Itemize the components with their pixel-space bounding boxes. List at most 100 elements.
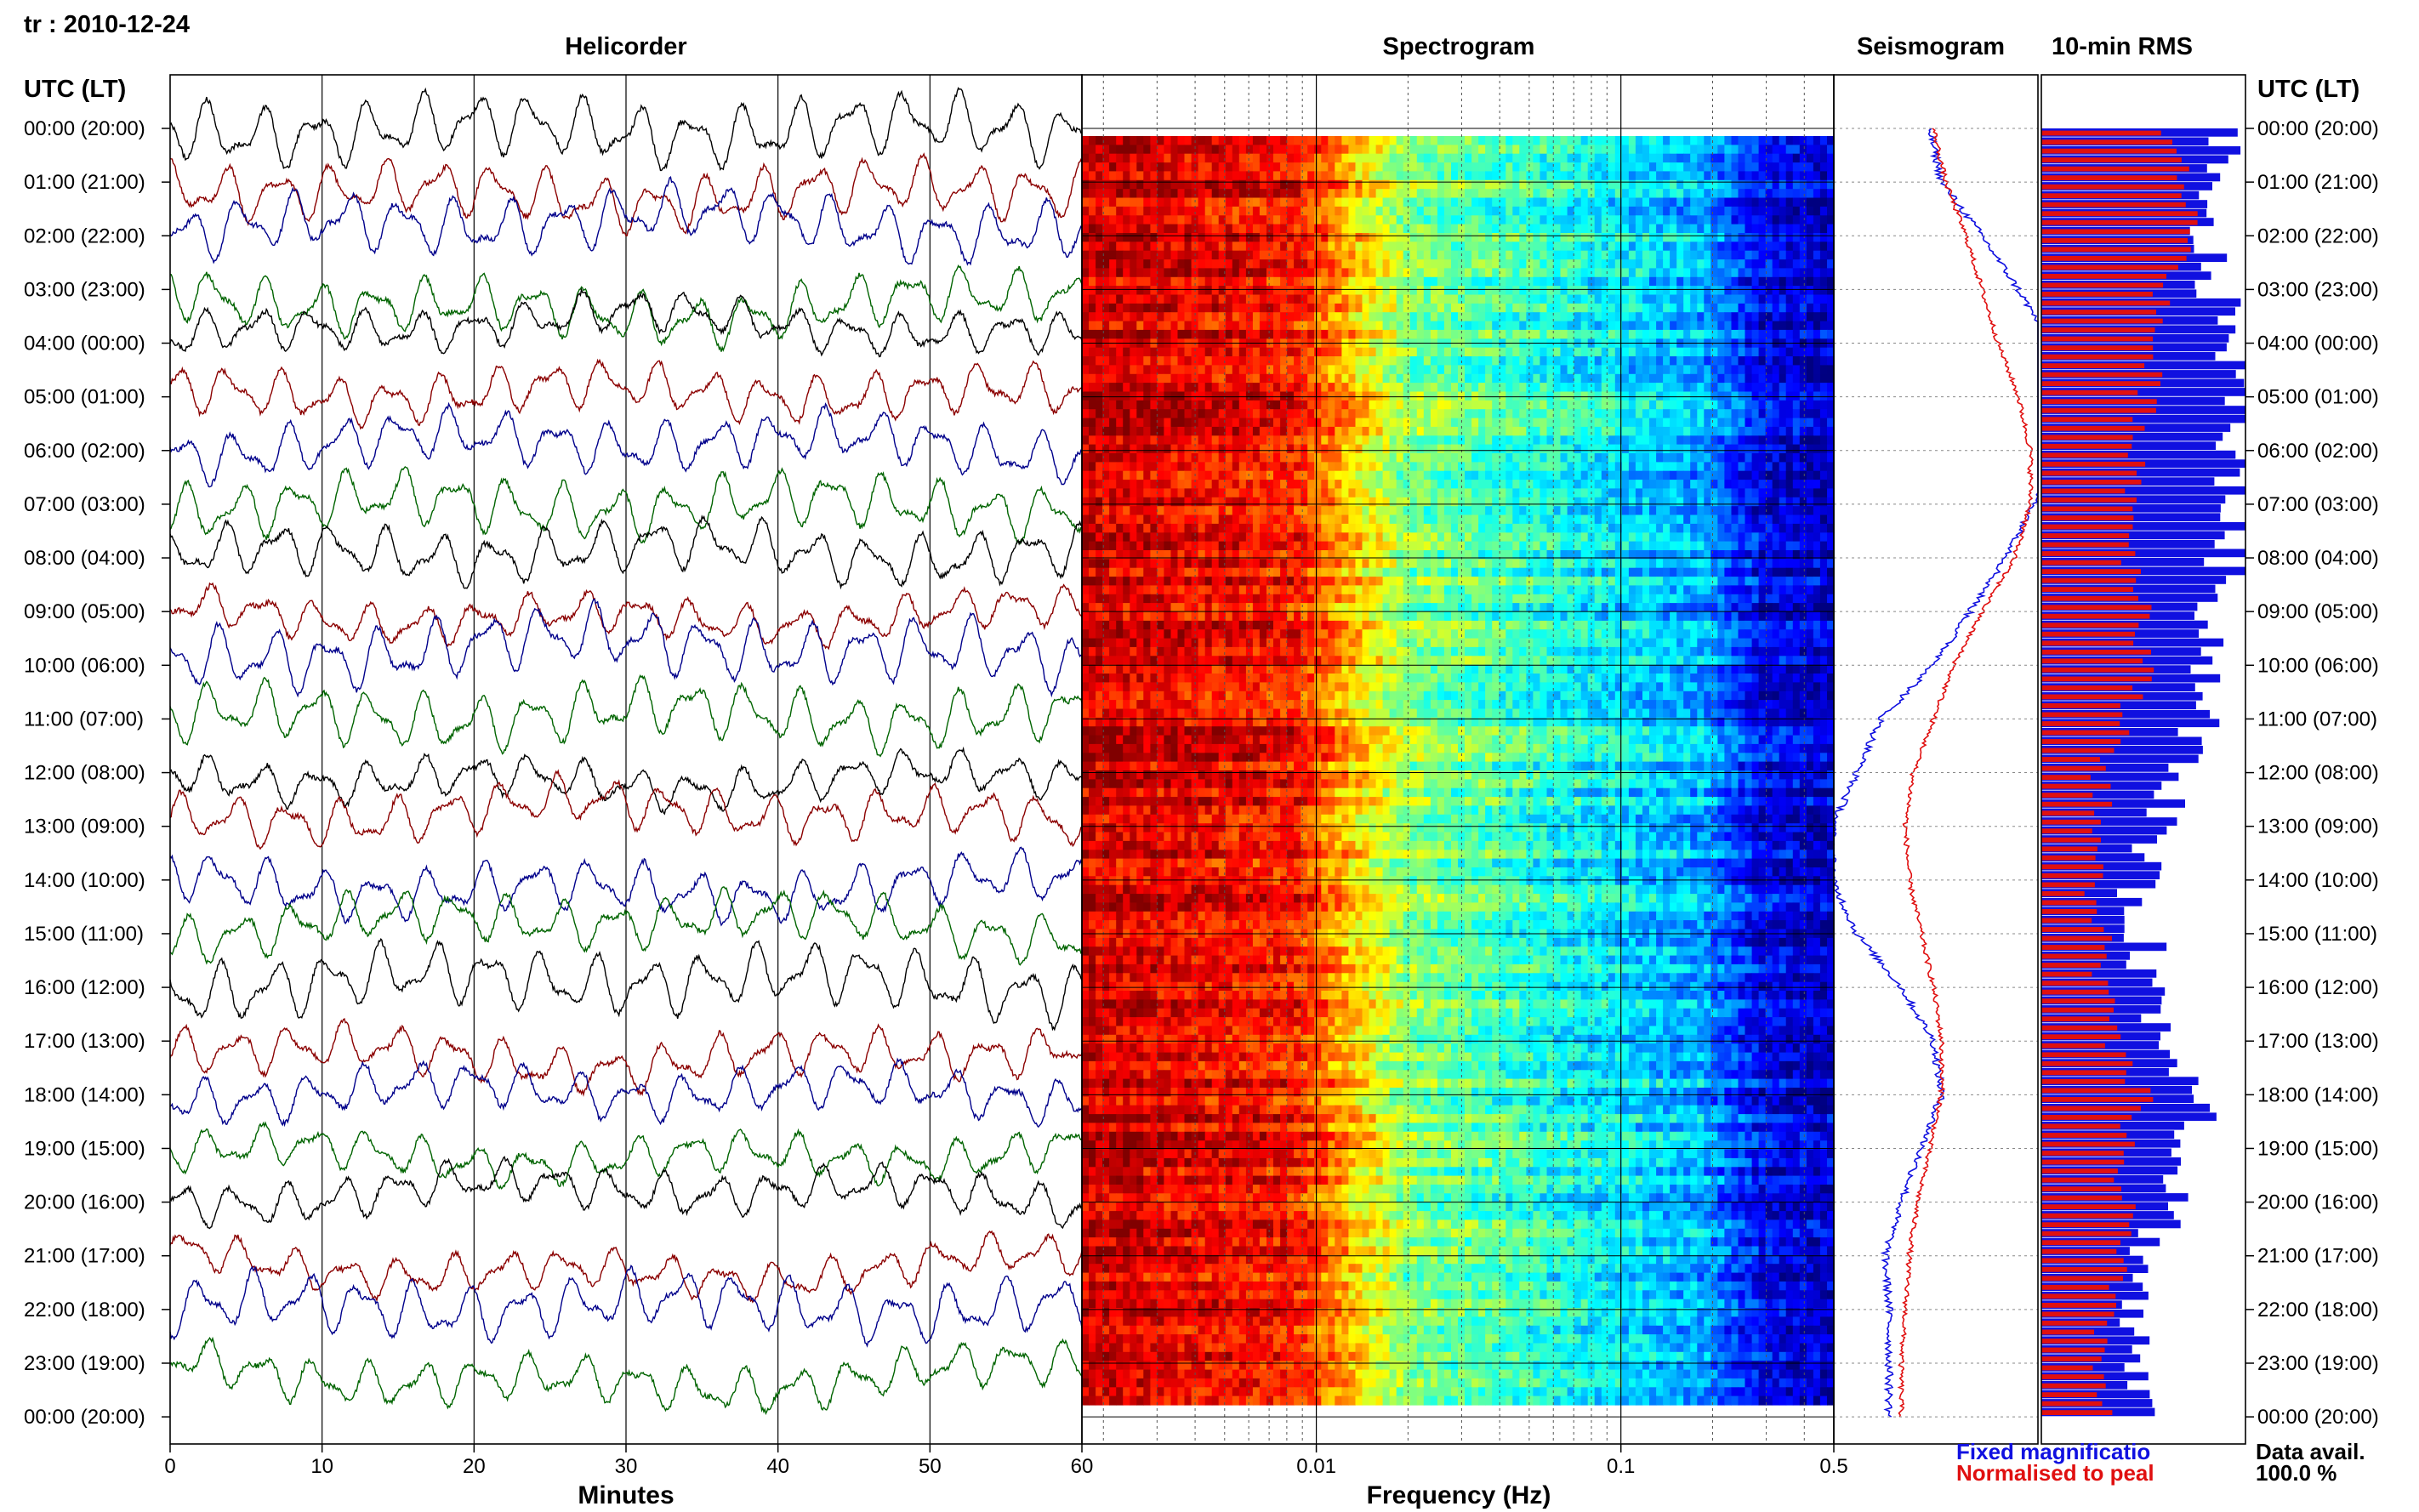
spectrogram-cell	[1341, 321, 1349, 331]
spectrogram-cell	[1819, 197, 1828, 207]
spectrogram-cell	[1314, 268, 1322, 278]
spectrogram-cell	[1567, 276, 1575, 287]
spectrogram-cell	[1485, 347, 1493, 357]
spectrogram-cell	[1635, 242, 1643, 252]
spectrogram-cell	[1232, 418, 1240, 428]
spectrogram-cell	[1560, 523, 1568, 533]
spectrogram-cell	[1819, 418, 1828, 428]
spectrogram-cell	[1827, 329, 1835, 339]
spectrogram-cell	[1204, 250, 1213, 260]
spectrogram-cell	[1204, 383, 1213, 393]
spectrogram-cell	[1519, 506, 1527, 516]
spectrogram-cell	[1827, 286, 1835, 296]
spectrogram-cell	[1143, 356, 1151, 366]
spectrogram-cell	[1478, 189, 1486, 199]
spectrogram-cell	[1362, 400, 1370, 410]
spectrogram-cell	[1369, 233, 1377, 242]
spectrogram-cell	[1396, 224, 1404, 234]
spectrogram-cell	[1341, 409, 1349, 419]
spectrogram-cell	[1170, 215, 1179, 225]
spectrogram-cell	[1294, 145, 1301, 155]
spectrogram-cell	[1560, 426, 1568, 436]
spectrogram-cell	[1813, 409, 1821, 419]
spectrogram-cell	[1184, 514, 1192, 525]
spectrogram-cell	[1827, 153, 1835, 163]
spectrogram-cell	[1232, 365, 1240, 375]
spectrogram-cell	[1806, 233, 1814, 242]
spectrogram-cell	[1635, 250, 1643, 260]
spectrogram-cell	[1710, 506, 1718, 516]
spectrogram-cell	[1123, 294, 1130, 304]
spectrogram-cell	[1546, 373, 1555, 384]
spectrogram-cell	[1512, 224, 1520, 234]
spectrogram-cell	[1540, 426, 1547, 436]
spectrogram-cell	[1574, 303, 1582, 313]
spectrogram-cell	[1553, 514, 1562, 525]
spectrogram-cell	[1232, 179, 1240, 190]
spectrogram-cell	[1252, 206, 1261, 216]
spectrogram-cell	[1102, 514, 1110, 525]
spectrogram-cell	[1416, 136, 1425, 145]
spectrogram-cell	[1772, 250, 1780, 260]
spectrogram-cell	[1580, 400, 1589, 410]
spectrogram-cell	[1704, 426, 1711, 436]
spectrogram-cell	[1519, 444, 1527, 454]
spectrogram-cell	[1164, 259, 1171, 270]
spectrogram-cell	[1765, 268, 1773, 278]
spectrogram-cell	[1409, 206, 1418, 216]
spectrogram-cell	[1670, 179, 1677, 190]
spectrogram-cell	[1157, 197, 1164, 207]
spectrogram-cell	[1519, 365, 1527, 375]
spectrogram-cell	[1663, 523, 1671, 533]
spectrogram-cell	[1785, 383, 1794, 393]
spectrogram-cell	[1252, 532, 1261, 543]
spectrogram-cell	[1642, 321, 1650, 331]
spectrogram-cell	[1184, 171, 1192, 181]
spectrogram-cell	[1245, 250, 1254, 260]
spectrogram-cell	[1362, 259, 1370, 270]
spectrogram-cell	[1649, 224, 1657, 234]
spectrogram-cell	[1362, 206, 1370, 216]
spectrogram-cell	[1635, 418, 1643, 428]
spectrogram-cell	[1656, 242, 1664, 252]
spectrogram-cell	[1546, 286, 1555, 296]
spectrogram-cell	[1307, 383, 1315, 393]
spectrogram-cell	[1813, 268, 1821, 278]
spectrogram-cell	[1096, 480, 1103, 490]
spectrogram-cell	[1635, 409, 1643, 419]
spectrogram-cell	[1170, 435, 1179, 446]
spectrogram-cell	[1225, 435, 1233, 446]
spectrogram-cell	[1082, 162, 1090, 173]
spectrogram-cell	[1785, 136, 1794, 145]
spectrogram-cell	[1813, 480, 1821, 490]
spectrogram-cell	[1587, 162, 1596, 173]
spectrogram-cell	[1294, 488, 1301, 498]
spectrogram-cell	[1198, 179, 1206, 190]
spectrogram-cell	[1130, 233, 1137, 242]
spectrogram-cell	[1663, 179, 1671, 190]
spectrogram-cell	[1642, 171, 1650, 181]
spectrogram-cell	[1649, 206, 1657, 216]
spectrogram-cell	[1724, 259, 1732, 270]
spectrogram-cell	[1389, 373, 1397, 384]
spectrogram-cell	[1389, 383, 1397, 393]
spectrogram-cell	[1717, 426, 1725, 436]
spectrogram-cell	[1321, 329, 1329, 339]
spectrogram-cell	[1614, 383, 1623, 393]
spectrogram-cell	[1396, 197, 1404, 207]
spectrogram-cell	[1204, 233, 1213, 242]
spectrogram-cell	[1437, 506, 1445, 516]
spectrogram-cell	[1389, 506, 1397, 516]
spectrogram-cell	[1355, 268, 1363, 278]
spectrogram-cell	[1170, 488, 1179, 498]
spectrogram-cell	[1238, 224, 1247, 234]
spectrogram-cell	[1396, 435, 1404, 446]
spectrogram-cell	[1218, 365, 1227, 375]
spectrogram-cell	[1375, 506, 1384, 516]
spectrogram-cell	[1614, 189, 1623, 199]
spectrogram-cell	[1827, 312, 1835, 322]
spectrogram-cell	[1560, 383, 1568, 393]
spectrogram-cell	[1717, 286, 1725, 296]
spectrogram-cell	[1492, 383, 1500, 393]
spectrogram-cell	[1403, 215, 1411, 225]
